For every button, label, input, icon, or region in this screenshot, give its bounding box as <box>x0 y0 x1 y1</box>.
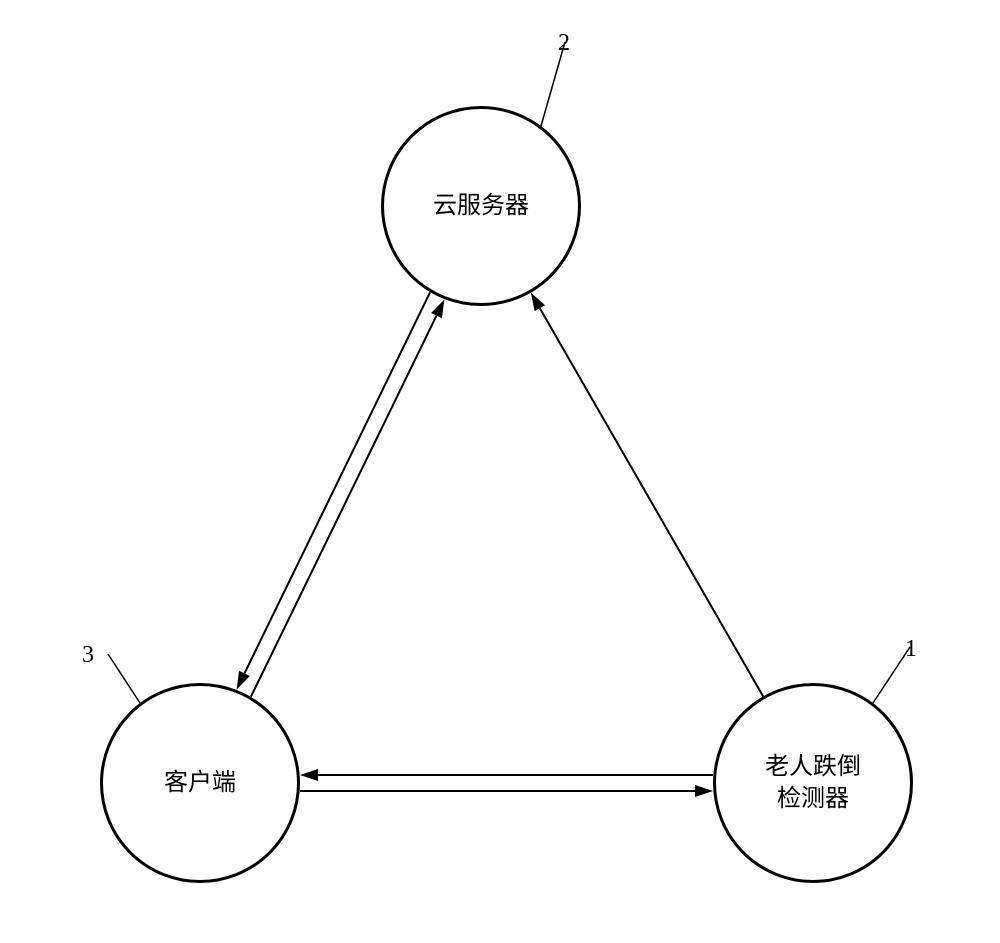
edge-line <box>251 316 437 697</box>
diagram-stage: { "type": "network", "canvas": { "width"… <box>0 0 1000 943</box>
node-client: 客户端 <box>100 683 300 883</box>
node-label: 老人跌倒 检测器 <box>765 751 861 816</box>
leader-label-client: 3 <box>82 642 94 669</box>
node-detector: 老人跌倒 检测器 <box>713 683 913 883</box>
edge-line <box>540 308 763 696</box>
leader-label-cloud: 2 <box>558 30 570 57</box>
edge-arrowhead <box>695 785 713 797</box>
leader-line <box>108 654 140 703</box>
edge-arrowhead <box>431 299 444 318</box>
edge-line <box>244 292 430 673</box>
edge-arrowhead <box>300 769 318 781</box>
edge-arrowhead <box>237 671 250 690</box>
node-label: 客户端 <box>164 767 236 799</box>
node-label: 云服务器 <box>433 190 529 222</box>
leader-label-detector: 1 <box>905 636 917 663</box>
edge-arrowhead <box>531 293 545 312</box>
node-cloud: 云服务器 <box>381 106 581 306</box>
